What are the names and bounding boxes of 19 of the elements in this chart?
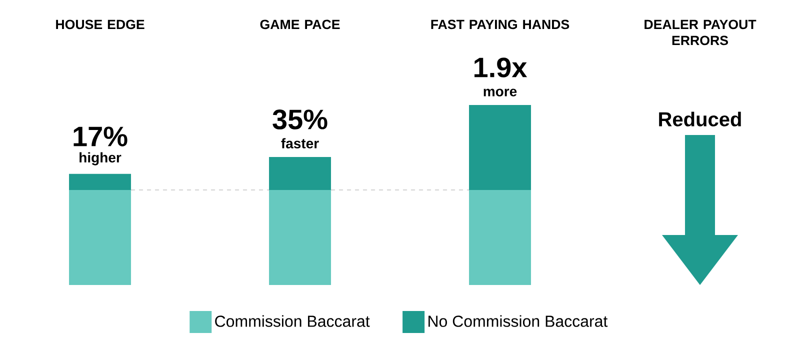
x-tick-label: GAME PACE [260, 20, 340, 30]
bar [269, 157, 332, 190]
legend-label: Commission Baccarat [215, 315, 370, 327]
x-tick-label: FAST PAYING HANDS [431, 20, 570, 30]
x-tick-label: DEALER PAYOUT ERRORS [644, 20, 756, 46]
annotation: faster [281, 138, 319, 148]
annotation: 1.9x [474, 58, 528, 78]
annotation: more [484, 88, 517, 96]
legend-label: No Commission Baccarat [428, 315, 608, 327]
bar [69, 174, 132, 190]
bar [269, 190, 332, 285]
bar [69, 190, 132, 285]
bar [469, 190, 531, 285]
annotation: 17% [74, 126, 128, 146]
annotation: 35% [272, 110, 328, 130]
x-tick-label: HOUSE EDGE [56, 20, 144, 30]
bar [469, 104, 531, 190]
annotation: Reduced [659, 112, 741, 126]
annotation: higher [80, 152, 122, 166]
